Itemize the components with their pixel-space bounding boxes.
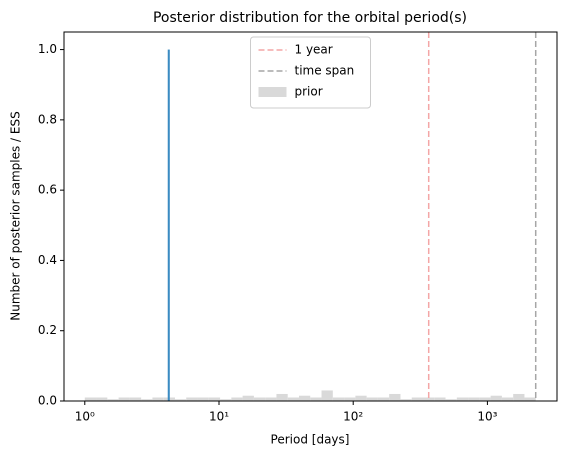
histogram-bar	[186, 397, 198, 401]
histogram-bar	[287, 397, 299, 401]
histogram-bar	[129, 397, 142, 401]
histogram-bar	[321, 390, 333, 401]
histogram-bar	[208, 397, 221, 401]
histogram-bar	[513, 393, 525, 401]
y-tick-label: 0.4	[38, 253, 57, 267]
y-tick-label: 0.6	[38, 183, 57, 197]
y-axis-label: Number of posterior samples / ESS	[9, 111, 23, 320]
histogram-bar	[107, 399, 119, 401]
x-axis-label: Period [days]	[271, 433, 350, 447]
histogram-bar	[96, 397, 108, 401]
histogram-bar	[389, 393, 401, 401]
histogram-bar	[524, 397, 536, 401]
histogram-bar	[411, 397, 423, 401]
histogram-bar	[332, 397, 345, 401]
histogram-bar	[265, 397, 277, 401]
histogram-bar	[366, 397, 378, 401]
histogram-bar	[118, 397, 130, 401]
histogram-bar	[456, 397, 469, 401]
histogram-bar	[479, 397, 491, 401]
histogram-bar	[468, 397, 480, 401]
y-tick-label: 0.2	[38, 323, 57, 337]
x-tick-label: 10²	[343, 410, 363, 424]
chart-title: Posterior distribution for the orbital p…	[153, 10, 467, 26]
histogram-bar	[167, 49, 170, 401]
histogram-bar	[276, 393, 288, 401]
histogram-bar	[141, 399, 153, 401]
x-tick-label: 10¹	[209, 410, 229, 424]
histogram-bar	[197, 397, 209, 401]
histogram-bar	[220, 399, 232, 401]
histogram-bar	[445, 399, 457, 401]
legend-label: prior	[295, 85, 323, 99]
histogram-bar	[400, 399, 412, 401]
histogram-bar	[231, 397, 243, 401]
y-tick-label: 0.8	[38, 112, 57, 126]
histogram-bar	[298, 395, 311, 401]
legend-swatch	[258, 87, 287, 97]
histogram-bar	[152, 397, 164, 401]
legend-label: 1 year	[295, 43, 333, 57]
histogram-bar	[174, 399, 187, 401]
histogram-bar	[434, 397, 446, 401]
y-tick-label: 1.0	[38, 42, 57, 56]
y-tick-label: 0.0	[38, 394, 57, 408]
histogram-bar	[422, 397, 435, 401]
x-tick-label: 10³	[477, 410, 497, 424]
histogram-bar	[84, 397, 97, 401]
histogram-bar	[310, 397, 322, 401]
histogram-bar	[355, 395, 367, 401]
histogram-bar	[242, 395, 254, 401]
x-tick-label: 10⁰	[75, 410, 95, 424]
histogram-bar	[377, 397, 390, 401]
histogram-bar	[490, 395, 502, 401]
plot-frame	[63, 31, 558, 402]
histogram-bar	[501, 397, 514, 401]
legend-label: time span	[295, 64, 355, 78]
histogram-bar	[253, 397, 266, 401]
histogram-bar	[344, 397, 356, 401]
